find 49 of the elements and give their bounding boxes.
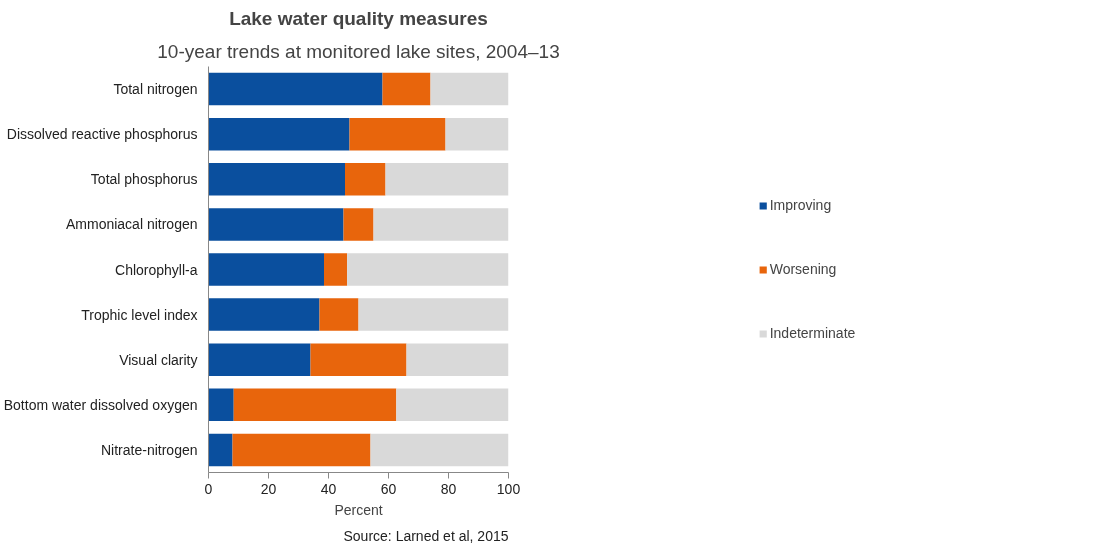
x-tick-label: 60 (380, 480, 397, 497)
bar (208, 298, 320, 331)
y-tick-label: Total nitrogen (113, 81, 198, 98)
bar (358, 298, 509, 331)
legend-label: Indeterminate (769, 325, 856, 341)
y-tick-label: Trophic level index (81, 306, 198, 323)
bar (324, 253, 348, 286)
bar (232, 433, 371, 467)
bar (208, 343, 311, 376)
bar (345, 163, 386, 196)
bar (385, 163, 509, 196)
chart-title: Lake water quality measures (229, 7, 488, 29)
y-tick-label: Chlorophyll-a (115, 261, 198, 278)
bar (208, 208, 344, 241)
source-note: Source: Larned et al, 2015 (343, 527, 509, 544)
y-tick-label: Total phosphorus (90, 171, 198, 188)
bar (208, 72, 383, 106)
bar (208, 433, 233, 467)
bar (430, 72, 509, 106)
bar (373, 208, 509, 241)
x-tick-label: 40 (320, 480, 337, 497)
x-tick-label: 100 (496, 480, 521, 497)
x-tick-label: 20 (260, 480, 277, 497)
y-tick-label: Ammoniacal nitrogen (65, 216, 198, 233)
bar (319, 298, 359, 331)
bar (343, 208, 374, 241)
bar (445, 117, 509, 151)
bar (208, 117, 350, 151)
bar (382, 72, 431, 106)
y-tick-label: Nitrate-nitrogen (101, 441, 198, 458)
x-tick-label: 80 (440, 480, 457, 497)
bar (349, 117, 446, 151)
bar (208, 388, 234, 422)
bar (208, 163, 345, 196)
bar (370, 433, 509, 467)
legend-label: Improving (769, 197, 832, 213)
bar (208, 253, 324, 286)
x-tick-label: 0 (204, 480, 213, 497)
y-tick-label: Visual clarity (119, 351, 198, 368)
chart-subtitle: 10-year trends at monitored lake sites, 2004–13 (157, 40, 560, 62)
bar (233, 388, 397, 422)
bar (406, 343, 509, 376)
legend-label: Worsening (769, 261, 837, 277)
x-axis-title: Percent (334, 501, 383, 518)
bar (396, 388, 509, 422)
bar (347, 253, 509, 286)
bar (310, 343, 407, 376)
y-tick-label: Bottom water dissolved oxygen (3, 396, 198, 413)
y-tick-label: Dissolved reactive phosphorus (6, 126, 198, 143)
